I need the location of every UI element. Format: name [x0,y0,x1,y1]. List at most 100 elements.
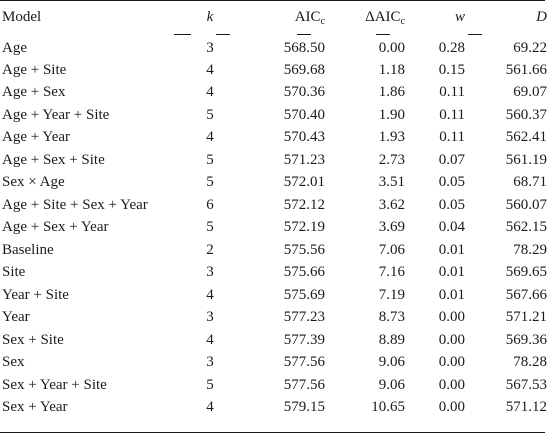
cell-aicc: 568.50 [283,39,325,56]
cell-deviance: 78.28 [513,354,547,371]
column-header-k: k [206,9,214,25]
cell-aicc: 571.23 [283,151,325,168]
top-rule [0,0,545,1]
cell-delta-aicc: 8.73 [378,309,405,326]
cell-model: Age + Site + Sex + Year [2,196,148,213]
table-row: Age 3 568.50 0.00 0.28 69.22 [0,33,547,59]
cell-k: 4 [206,399,214,416]
cell-delta-aicc: 3.62 [378,196,405,213]
cell-aicc: 572.12 [283,196,325,213]
cell-deviance: 571.21 [505,309,547,326]
table-row: Age + Year 4 570.43 1.93 0.11 562.41 [0,127,547,150]
cell-weight: 0.07 [438,151,465,168]
cell-delta-aicc: 3.51 [378,174,405,191]
header-underline [174,34,191,35]
cell-k: 4 [206,331,214,348]
cell-weight: 0.01 [438,264,465,281]
cell-aicc: 569.68 [283,61,325,78]
cell-delta-aicc: 1.93 [378,129,405,146]
table-row: Age + Sex + Site 5 571.23 2.73 0.07 561.19 [0,149,547,172]
cell-weight: 0.01 [438,241,465,258]
cell-model: Year + Site [2,286,69,303]
cell-delta-aicc: 10.65 [371,399,405,416]
table-row: Baseline 2 575.56 7.06 0.01 78.29 [0,239,547,262]
cell-aicc: 575.66 [283,264,325,281]
cell-deviance: 560.37 [505,106,547,123]
cell-weight: 0.05 [438,174,465,191]
cell-delta-aicc: 3.69 [378,219,405,236]
cell-weight: 0.01 [438,286,465,303]
header-underline [216,34,230,35]
table-row: Age + Year + Site 5 570.40 1.90 0.11 560.37 [0,104,547,127]
cell-aicc: 577.56 [283,354,325,371]
cell-weight: 0.00 [438,399,465,416]
cell-k: 4 [206,286,214,303]
cell-weight: 0.00 [438,309,465,326]
cell-model: Sex + Year + Site [2,376,107,393]
cell-weight: 0.00 [438,354,465,371]
cell-model: Sex + Year [2,399,68,416]
cell-delta-aicc: 1.90 [378,106,405,123]
cell-k: 5 [206,174,214,191]
cell-model: Age + Year + Site [2,106,110,123]
cell-aicc: 577.56 [283,376,325,393]
cell-k: 5 [206,106,214,123]
column-header-model: Model [2,9,42,25]
cell-delta-aicc: 8.89 [378,331,405,348]
table-row: Sex × Age 5 572.01 3.51 0.05 68.71 [0,172,547,195]
cell-deviance: 561.19 [505,151,547,168]
cell-model: Sex [2,354,25,371]
header-underline [376,34,390,35]
cell-k: 6 [206,196,214,213]
cell-k: 3 [206,39,214,56]
column-header-d: D [536,9,547,25]
cell-delta-aicc: 7.06 [378,241,405,258]
cell-deviance: 561.66 [505,61,547,78]
cell-model: Age + Year [2,129,71,146]
table-row: Year 3 577.23 8.73 0.00 571.21 [0,307,547,330]
cell-aicc: 577.39 [283,331,325,348]
cell-k: 5 [206,376,214,393]
cell-weight: 0.11 [439,106,465,123]
cell-deviance: 562.15 [505,219,547,236]
cell-aicc: 577.23 [283,309,325,326]
cell-deviance: 69.22 [513,39,547,56]
cell-aicc: 575.56 [283,241,325,258]
cell-delta-aicc: 2.73 [378,151,405,168]
cell-model: Age + Sex + Year [2,219,109,236]
cell-deviance: 69.07 [513,84,547,101]
table-row: Sex + Year 4 579.15 10.65 0.00 571.12 [0,397,547,420]
table-row: Sex + Site 4 577.39 8.89 0.00 569.36 [0,329,547,352]
cell-model: Age + Sex [2,84,66,101]
header-row: Model k AICc ΔAICc w D [0,2,547,33]
cell-aicc: 579.15 [283,399,325,416]
table-row: Site 3 575.66 7.16 0.01 569.65 [0,262,547,285]
table-row: Age + Sex 4 570.36 1.86 0.11 69.07 [0,82,547,105]
cell-deviance: 562.41 [505,129,547,146]
cell-deviance: 571.12 [505,399,547,416]
cell-deviance: 569.65 [505,264,547,281]
table-row: Age + Sex + Year 5 572.19 3.69 0.04 562.15 [0,217,547,240]
cell-aicc: 570.36 [283,84,325,101]
cell-weight: 0.00 [438,376,465,393]
cell-weight: 0.00 [438,331,465,348]
cell-k: 3 [206,354,214,371]
header-underline [297,34,311,35]
cell-aicc: 572.19 [283,219,325,236]
cell-weight: 0.15 [438,61,465,78]
cell-deviance: 567.66 [505,286,547,303]
cell-delta-aicc: 7.16 [378,264,405,281]
cell-model: Sex × Age [2,174,65,191]
table-row: Age + Site 4 569.68 1.18 0.15 561.66 [0,59,547,82]
cell-k: 2 [206,241,214,258]
cell-weight: 0.28 [438,39,465,56]
cell-k: 4 [206,129,214,146]
cell-model: Baseline [2,241,54,258]
cell-k: 4 [206,61,214,78]
column-header-w: w [454,9,465,25]
cell-deviance: 569.36 [505,331,547,348]
cell-k: 3 [206,264,214,281]
cell-delta-aicc: 1.86 [378,84,405,101]
cell-deviance: 560.07 [505,196,547,213]
table-row: Sex + Year + Site 5 577.56 9.06 0.00 567.53 [0,374,547,397]
